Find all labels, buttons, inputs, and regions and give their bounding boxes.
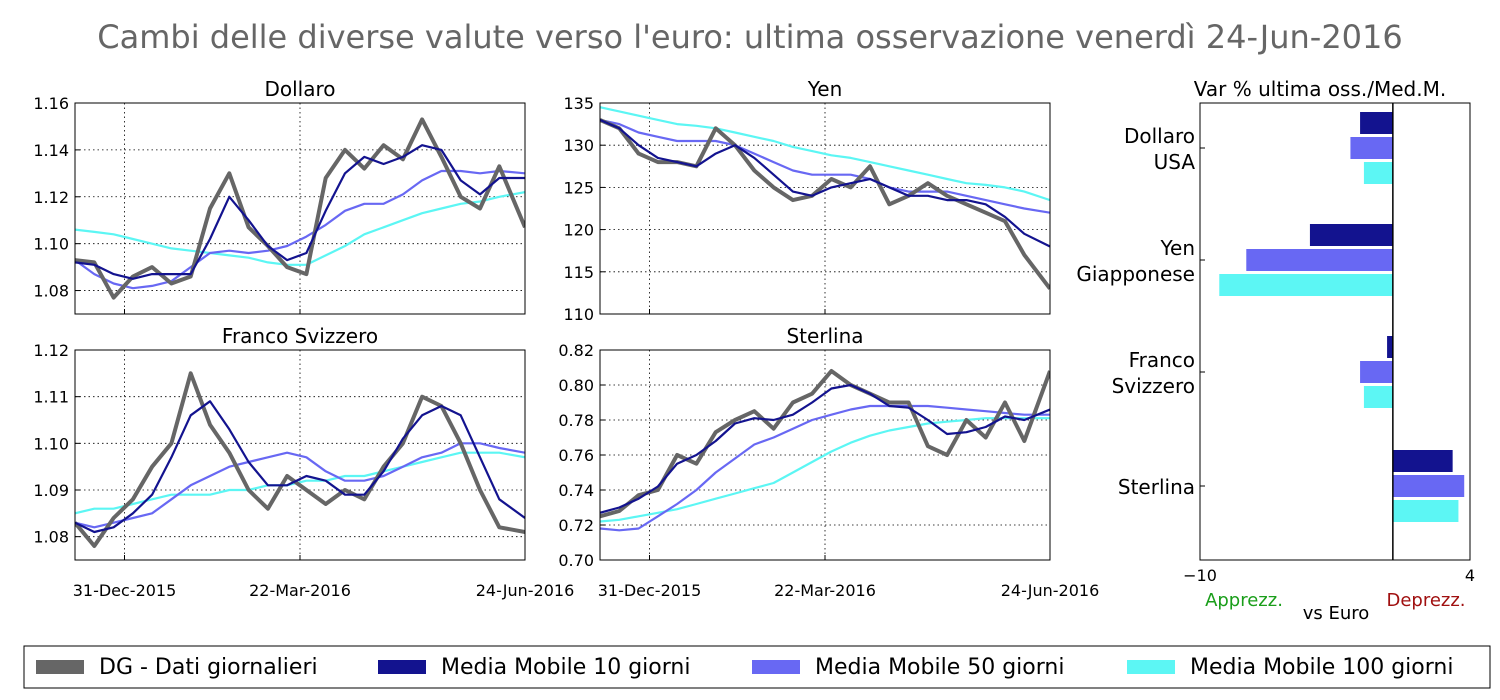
series-line-mm10	[75, 400, 525, 534]
plot-frame	[1199, 102, 1471, 561]
series-line-mm100	[75, 191, 525, 266]
plot-frame	[599, 349, 1051, 561]
series-group	[75, 371, 525, 548]
y-tick-label: 1.10	[33, 434, 69, 453]
category-label: Sterlina	[1118, 475, 1195, 499]
x-axis-date-labels: 31-Dec-2015 22-Mar-2016 24-Jun-2016 31-Dec-…	[73, 581, 1100, 600]
series-group	[600, 369, 1050, 532]
bar-mm100	[1219, 274, 1393, 296]
panel-franco-svizzero: Franco Svizzero 1.08 1.09 1.10 1.11 1.12	[33, 324, 526, 561]
y-tick-label: 1.16	[33, 94, 69, 113]
y-tick-label: 115	[563, 263, 594, 282]
y-tick-label: 1.12	[33, 188, 69, 207]
x-tick-label: 31-Dec-2015	[598, 581, 702, 600]
series-line-mm50	[75, 442, 525, 529]
bar-mm100	[1363, 386, 1393, 408]
bar-mm50	[1246, 249, 1393, 271]
y-tick-label: 0.74	[558, 481, 594, 500]
y-tick-label: 0.78	[558, 411, 594, 430]
series-line-mm10	[600, 383, 1050, 514]
bar-mm100	[1392, 500, 1459, 522]
y-tick-label: 1.08	[33, 282, 69, 301]
legend-swatch-mm10	[378, 660, 426, 674]
plot-frame	[74, 102, 526, 315]
y-tick-label: 0.70	[558, 551, 594, 570]
panel-title: Franco Svizzero	[222, 324, 378, 348]
bar-mm50	[1360, 361, 1393, 383]
y-tick-label: 1.08	[33, 528, 69, 547]
bar-mm10	[1360, 112, 1393, 134]
panel-title: Sterlina	[786, 324, 863, 348]
x-tick-label: 31-Dec-2015	[73, 581, 177, 600]
y-tick-label: 120	[563, 221, 594, 240]
bar-mm10	[1309, 224, 1393, 246]
series-line-mm50	[75, 169, 525, 290]
x-tick-label: 22-Mar-2016	[249, 581, 351, 600]
y-tick-label: 135	[563, 94, 594, 113]
y-tick-label: 0.80	[558, 376, 594, 395]
series-line-mm100	[600, 417, 1050, 523]
series-group	[600, 106, 1050, 290]
plot-frame	[74, 349, 526, 561]
series-line-mm10	[75, 144, 525, 280]
panel-sterlina: Sterlina 0.70 0.72 0.74 0.76 0.78 0.80 0.82	[558, 324, 1051, 570]
bar-mm10	[1387, 336, 1393, 358]
y-tick-label: 110	[563, 305, 594, 324]
x-tick-label: 24-Jun-2016	[1001, 581, 1100, 600]
series-line-dg	[75, 371, 525, 548]
plot-frame	[599, 102, 1051, 315]
panel-title: Dollaro	[264, 77, 335, 101]
series-line-mm50	[600, 118, 1050, 214]
series-line-dg	[75, 117, 525, 300]
panel-title: Var % ultima oss./Med.M.	[1194, 77, 1446, 101]
category-label: Giapponese	[1076, 262, 1195, 286]
legend-label: Media Mobile 10 giorni	[441, 655, 690, 680]
x-tick-label: 22-Mar-2016	[774, 581, 876, 600]
y-tick-label: 0.72	[558, 516, 594, 535]
x-tick-label: 24-Jun-2016	[476, 581, 575, 600]
y-tick-label: 130	[563, 136, 594, 155]
series-line-mm50	[600, 404, 1050, 532]
legend: DG - Dati giornalieri Media Mobile 10 gio…	[23, 645, 1491, 689]
legend-swatch-dg	[36, 660, 84, 674]
legend-label: Media Mobile 100 giorni	[1190, 655, 1453, 680]
y-tick-label: 125	[563, 178, 594, 197]
y-tick-label: 0.76	[558, 446, 594, 465]
series-group	[75, 117, 525, 300]
y-tick-label: 1.12	[33, 341, 69, 360]
panel-yen: Yen 110 115 120 125 130 135	[563, 77, 1051, 324]
series-line-dg	[600, 369, 1050, 519]
category-label: USA	[1154, 150, 1196, 174]
main-title: Cambi delle diverse valute verso l'euro:…	[97, 18, 1403, 56]
legend-label: Media Mobile 50 giorni	[815, 655, 1064, 680]
bar-mm100	[1363, 162, 1393, 184]
deprezz-note: Deprezz.	[1386, 590, 1465, 611]
panel-dollaro: Dollaro 1.08 1.10 1.12 1.14 1.16	[33, 77, 526, 315]
legend-label: DG - Dati giornalieri	[99, 655, 318, 680]
legend-swatch-mm100	[1127, 660, 1175, 674]
x-tick-label: −10	[1183, 566, 1217, 585]
bar-mm10	[1392, 450, 1453, 472]
category-label: Franco	[1129, 348, 1195, 372]
y-tick-label: 1.10	[33, 235, 69, 254]
category-label: Dollaro	[1124, 124, 1195, 148]
category-label: Yen	[1159, 236, 1195, 260]
apprezz-note: Apprezz.	[1205, 590, 1283, 611]
y-tick-label: 1.09	[33, 481, 69, 500]
x-tick-label: 4	[1465, 566, 1475, 585]
vs-euro-note: vs Euro	[1303, 603, 1370, 624]
y-tick-label: 0.82	[558, 341, 594, 360]
panel-title: Yen	[807, 77, 843, 101]
bar-mm50	[1350, 137, 1393, 159]
series-line-mm10	[600, 118, 1050, 248]
y-tick-label: 1.14	[33, 141, 69, 160]
category-label: Svizzero	[1112, 374, 1195, 398]
y-tick-label: 1.11	[33, 388, 69, 407]
legend-swatch-mm50	[752, 660, 800, 674]
series-line-mm100	[600, 106, 1050, 202]
bar-mm50	[1392, 475, 1465, 497]
